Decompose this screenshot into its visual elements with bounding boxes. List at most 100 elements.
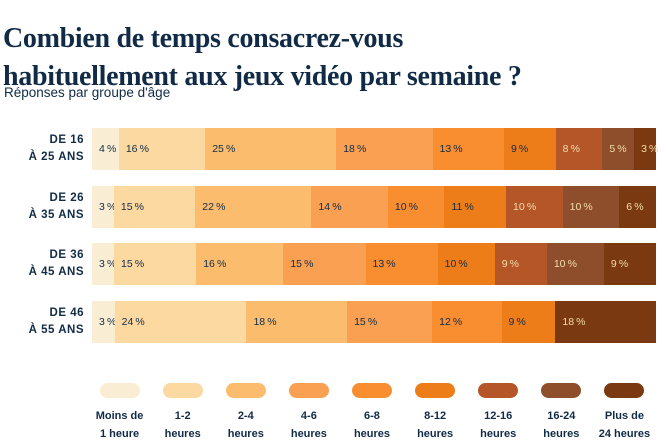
legend-item: 2-4 heures bbox=[214, 383, 277, 443]
segment-value-label: 9 % bbox=[510, 143, 529, 155]
segment-value-label: 10 % bbox=[444, 258, 468, 270]
segment-value-label: 10 % bbox=[394, 200, 418, 213]
segment-value-label: 6 % bbox=[626, 200, 644, 213]
stacked-bar: 3 % 24 % 18 % 15 % 12 % 9 % 18 % bbox=[92, 300, 656, 343]
age-group-label-line: DE 36 bbox=[49, 249, 84, 261]
bar-segment: 13 % bbox=[365, 243, 438, 285]
segment-value-label: 12 % bbox=[439, 315, 463, 328]
segment-value-label: 11 % bbox=[451, 200, 474, 213]
legend-label-line: heures bbox=[353, 428, 391, 440]
legend-swatch bbox=[351, 383, 392, 398]
bar-segment: 15 % bbox=[347, 300, 433, 343]
stacked-bar-chart: DE 16 À 25 ANS 4 % 16 % 25 % 18 % 13 % 9 % 8 % 5 … bbox=[0, 128, 659, 343]
stacked-bar: 4 % 16 % 25 % 18 % 13 % 9 % 8 % 5 % 3 % bbox=[92, 128, 659, 170]
legend-swatch bbox=[99, 383, 140, 398]
age-group-label-line: À 25 ANS bbox=[28, 151, 84, 163]
bar-segment: 11 % bbox=[444, 185, 507, 228]
bar-segment: 9 % bbox=[494, 243, 547, 285]
legend-label-line: 6-8 bbox=[364, 410, 380, 422]
chart-title-line2: habituellement aux jeux vidéo par semain… bbox=[3, 60, 522, 92]
bar-segment: 14 % bbox=[311, 185, 388, 228]
legend-swatch bbox=[478, 383, 519, 398]
bar-segment: 10 % bbox=[387, 185, 445, 228]
segment-value-label: 5 % bbox=[609, 143, 627, 155]
bar-segment: 16 % bbox=[196, 243, 284, 285]
segment-value-label: 24 % bbox=[121, 315, 145, 328]
legend-label-line: Plus de bbox=[604, 410, 644, 422]
legend-label-line: 1-2 bbox=[174, 410, 191, 422]
legend-item: Plus de 24 heures bbox=[593, 383, 656, 443]
bar-segment: 3 % bbox=[92, 300, 116, 343]
age-group-label-line: DE 16 bbox=[49, 134, 84, 146]
legend-swatch bbox=[225, 383, 266, 398]
legend-label: 1-2 heures bbox=[165, 407, 201, 443]
legend-item: Moins de 1 heure bbox=[88, 383, 151, 443]
legend-label: 12-16 heures bbox=[480, 407, 516, 443]
bar-segment: 24 % bbox=[114, 300, 247, 343]
bar-segment: 25 % bbox=[205, 128, 337, 170]
age-group-label-line: À 55 ANS bbox=[28, 323, 84, 336]
bar-segment: 5 % bbox=[602, 128, 635, 170]
segment-value-label: 10 % bbox=[553, 258, 577, 270]
bar-row: DE 36 À 45 ANS 3 % 15 % 16 % 15 % 13 % 10 % 9 % 1… bbox=[0, 243, 656, 285]
segment-value-label: 8 % bbox=[562, 143, 580, 155]
bar-segment: 16 % bbox=[118, 128, 206, 170]
bar-segment: 6 % bbox=[619, 185, 657, 228]
bar-segment: 15 % bbox=[113, 185, 196, 228]
legend-label-line: heures bbox=[480, 428, 517, 440]
bar-segment: 9 % bbox=[503, 128, 556, 170]
segment-value-label: 9 % bbox=[508, 315, 526, 328]
legend-label-line: heures bbox=[164, 428, 201, 440]
legend-label-line: 12-16 bbox=[484, 410, 513, 422]
age-group-label-line: À 35 ANS bbox=[28, 208, 84, 221]
segment-value-label: 3 % bbox=[99, 200, 117, 213]
legend-swatch bbox=[541, 383, 582, 398]
legend-swatch bbox=[604, 383, 645, 398]
bar-row: DE 26 À 35 ANS 3 % 15 % 22 % 14 % 10 % 11 % 10 %… bbox=[0, 185, 657, 228]
age-group-label-line: À 45 ANS bbox=[28, 266, 84, 278]
bar-segment: 15 % bbox=[114, 243, 197, 285]
bar-segment: 12 % bbox=[432, 300, 502, 343]
bar-row: DE 46 À 55 ANS 3 % 24 % 18 % 15 % 12 % 9 % 18 % bbox=[0, 300, 656, 343]
legend-item: 8-12 heures bbox=[404, 383, 467, 443]
segment-value-label: 3 % bbox=[641, 143, 659, 155]
chart-legend: Moins de 1 heure 1-2 heures 2-4 heures 4-6 heur… bbox=[88, 383, 656, 443]
segment-value-label: 25 % bbox=[212, 143, 236, 155]
segment-value-label: 18 % bbox=[562, 315, 586, 328]
segment-value-label: 9 % bbox=[501, 258, 519, 270]
legend-label-line: heures bbox=[417, 428, 454, 440]
segment-value-label: 14 % bbox=[318, 200, 342, 213]
bar-segment: 13 % bbox=[432, 128, 504, 170]
legend-swatch bbox=[415, 383, 456, 398]
bar-segment: 9 % bbox=[603, 243, 656, 285]
segment-value-label: 16 % bbox=[125, 143, 149, 155]
legend-item: 1-2 heures bbox=[151, 383, 214, 443]
legend-label: 2-4 heures bbox=[228, 407, 264, 443]
legend-item: 12-16 heures bbox=[467, 383, 530, 443]
legend-item: 16-24 heures bbox=[530, 383, 593, 443]
legend-label-line: heures bbox=[543, 428, 580, 440]
legend-label-line: heures bbox=[227, 428, 264, 440]
segment-value-label: 13 % bbox=[372, 258, 396, 270]
segment-value-label: 16 % bbox=[203, 258, 227, 270]
segment-value-label: 18 % bbox=[253, 315, 277, 328]
legend-label-line: Moins de bbox=[95, 410, 144, 422]
bar-segment: 3 % bbox=[92, 185, 117, 228]
legend-label: Plus de 24 heures bbox=[599, 407, 650, 443]
legend-label: 6-8 heures bbox=[354, 407, 390, 443]
age-group-label: DE 26 À 35 ANS bbox=[0, 186, 84, 228]
legend-label: 8-12 heures bbox=[417, 407, 453, 443]
segment-value-label: 15 % bbox=[121, 258, 145, 270]
legend-label-line: 24 heures bbox=[598, 428, 651, 440]
bar-segment: 10 % bbox=[562, 185, 620, 228]
segment-value-label: 3 % bbox=[99, 258, 117, 270]
bar-segment: 18 % bbox=[336, 128, 433, 170]
legend-label: Moins de 1 heure bbox=[96, 407, 144, 443]
legend-label-line: 8-12 bbox=[424, 410, 447, 422]
segment-value-label: 15 % bbox=[120, 200, 144, 213]
bar-segment: 3 % bbox=[634, 128, 659, 170]
age-group-label: DE 16 À 25 ANS bbox=[0, 128, 84, 170]
bar-segment: 3 % bbox=[92, 243, 117, 285]
segment-value-label: 22 % bbox=[202, 200, 226, 213]
legend-label-line: 2-4 bbox=[237, 410, 254, 422]
